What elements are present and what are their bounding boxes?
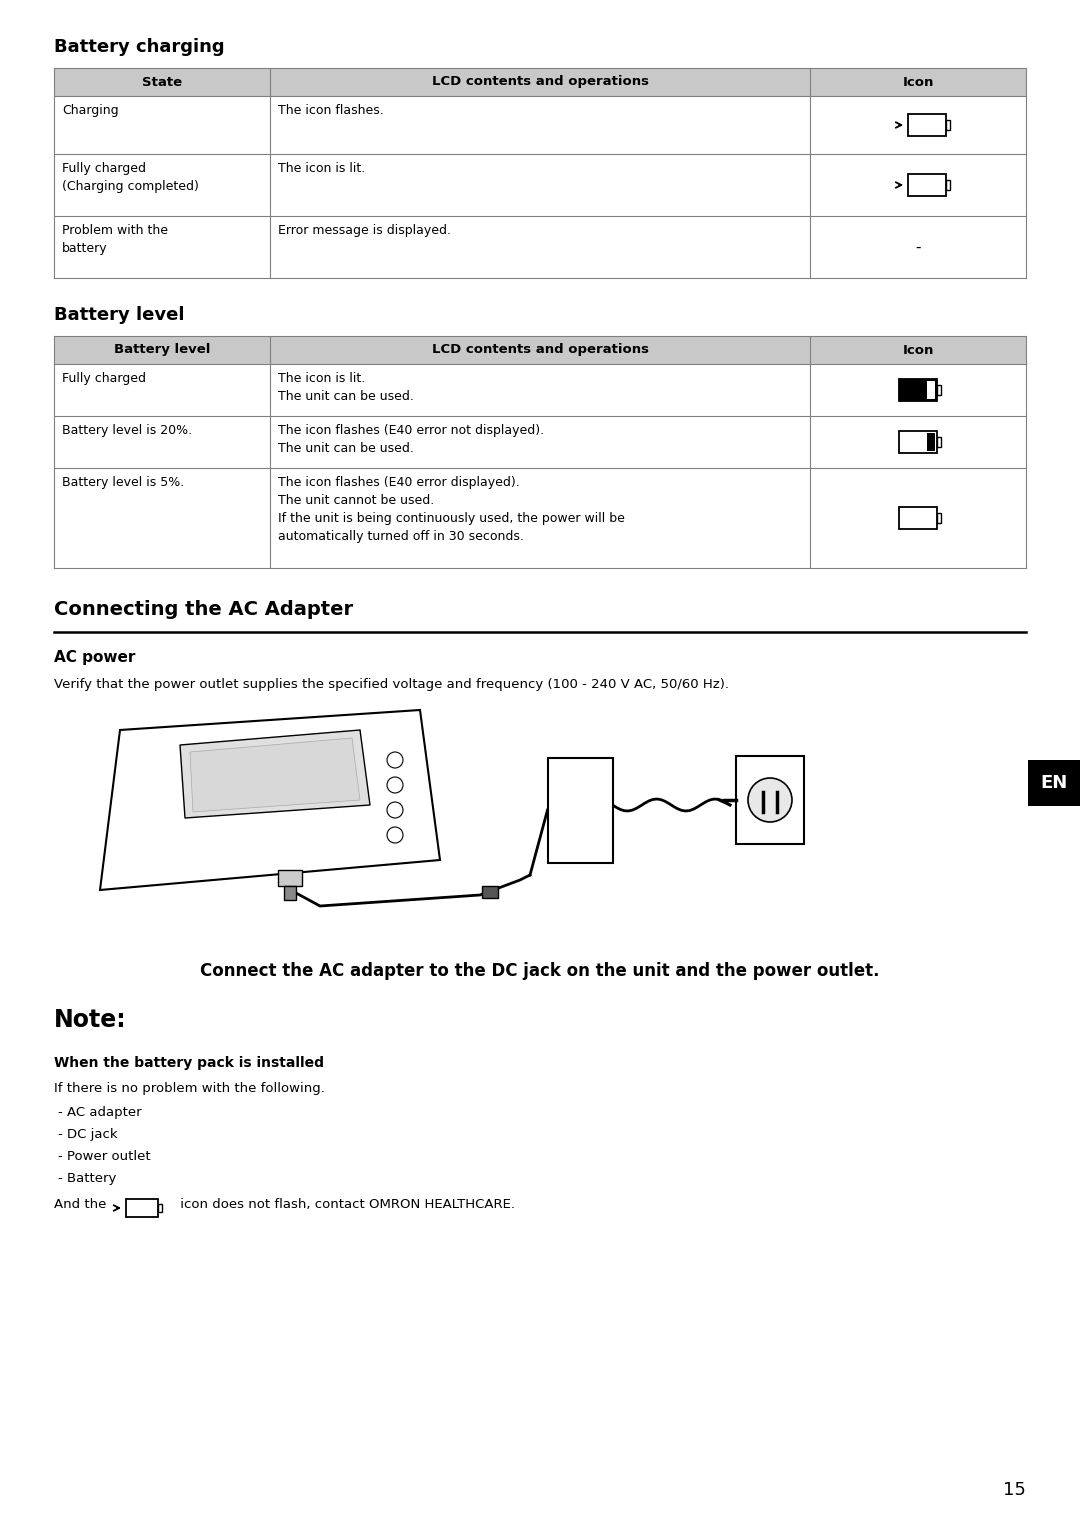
- Bar: [937, 385, 941, 395]
- Bar: [54, 336, 1026, 363]
- Text: Fully charged
(Charging completed): Fully charged (Charging completed): [62, 162, 199, 192]
- Polygon shape: [100, 710, 440, 890]
- Text: Battery level: Battery level: [113, 344, 211, 356]
- Circle shape: [387, 777, 403, 793]
- Circle shape: [748, 777, 792, 822]
- Text: Verify that the power outlet supplies the specified voltage and frequency (100 -: Verify that the power outlet supplies th…: [54, 678, 729, 692]
- Text: Charging: Charging: [62, 104, 119, 118]
- Bar: [548, 757, 612, 863]
- Text: 15: 15: [1003, 1481, 1026, 1500]
- Text: icon does not flash, contact OMRON HEALTHCARE.: icon does not flash, contact OMRON HEALT…: [176, 1199, 515, 1211]
- Bar: [54, 415, 1026, 467]
- Text: Problem with the
battery: Problem with the battery: [62, 224, 168, 255]
- Bar: [158, 1203, 162, 1212]
- Bar: [927, 434, 935, 450]
- Bar: [927, 382, 935, 399]
- Text: The icon flashes.: The icon flashes.: [278, 104, 383, 118]
- Text: Connecting the AC Adapter: Connecting the AC Adapter: [54, 600, 353, 618]
- Circle shape: [387, 828, 403, 843]
- Text: - AC adapter: - AC adapter: [58, 1106, 141, 1119]
- Text: Fully charged: Fully charged: [62, 373, 146, 385]
- Text: AC power: AC power: [54, 651, 135, 664]
- Text: Icon: Icon: [903, 75, 934, 89]
- Text: - DC jack: - DC jack: [58, 1128, 118, 1141]
- Text: The icon flashes (E40 error not displayed).
The unit can be used.: The icon flashes (E40 error not displaye…: [278, 425, 544, 455]
- Bar: [908, 115, 946, 136]
- Polygon shape: [190, 738, 360, 812]
- Text: When the battery pack is installed: When the battery pack is installed: [54, 1057, 324, 1070]
- Bar: [54, 96, 1026, 154]
- Bar: [937, 437, 941, 447]
- Bar: [946, 180, 950, 189]
- Circle shape: [387, 802, 403, 818]
- Bar: [735, 756, 804, 844]
- Text: Battery charging: Battery charging: [54, 38, 225, 56]
- Text: If there is no problem with the following.: If there is no problem with the followin…: [54, 1083, 325, 1095]
- Text: - Power outlet: - Power outlet: [58, 1150, 150, 1164]
- Bar: [900, 507, 937, 528]
- Bar: [946, 121, 950, 130]
- Bar: [54, 363, 1026, 415]
- Bar: [54, 154, 1026, 215]
- Text: Battery level: Battery level: [54, 305, 185, 324]
- Bar: [54, 215, 1026, 278]
- Text: Battery level is 20%.: Battery level is 20%.: [62, 425, 192, 437]
- Text: Error message is displayed.: Error message is displayed.: [278, 224, 450, 237]
- Text: And the: And the: [54, 1199, 110, 1211]
- Text: Battery level is 5%.: Battery level is 5%.: [62, 476, 185, 489]
- Text: Connect the AC adapter to the DC jack on the unit and the power outlet.: Connect the AC adapter to the DC jack on…: [200, 962, 880, 980]
- Polygon shape: [180, 730, 370, 818]
- Bar: [900, 379, 937, 402]
- Bar: [54, 467, 1026, 568]
- Text: Note:: Note:: [54, 1008, 126, 1032]
- Text: The icon flashes (E40 error displayed).
The unit cannot be used.
If the unit is : The icon flashes (E40 error displayed). …: [278, 476, 624, 544]
- Bar: [278, 870, 302, 886]
- Bar: [284, 886, 296, 899]
- Text: LCD contents and operations: LCD contents and operations: [432, 344, 648, 356]
- Bar: [900, 431, 937, 454]
- Text: EN: EN: [1040, 774, 1068, 793]
- Circle shape: [387, 751, 403, 768]
- Bar: [54, 69, 1026, 96]
- Text: The icon is lit.
The unit can be used.: The icon is lit. The unit can be used.: [278, 373, 414, 403]
- Text: -: -: [916, 240, 921, 255]
- Text: State: State: [141, 75, 181, 89]
- Text: Icon: Icon: [903, 344, 934, 356]
- Bar: [908, 174, 946, 195]
- Text: The icon is lit.: The icon is lit.: [278, 162, 365, 176]
- Bar: [482, 886, 498, 898]
- Bar: [1028, 760, 1080, 806]
- Bar: [937, 513, 941, 522]
- Text: LCD contents and operations: LCD contents and operations: [432, 75, 648, 89]
- Bar: [126, 1199, 158, 1217]
- Text: - Battery: - Battery: [58, 1173, 117, 1185]
